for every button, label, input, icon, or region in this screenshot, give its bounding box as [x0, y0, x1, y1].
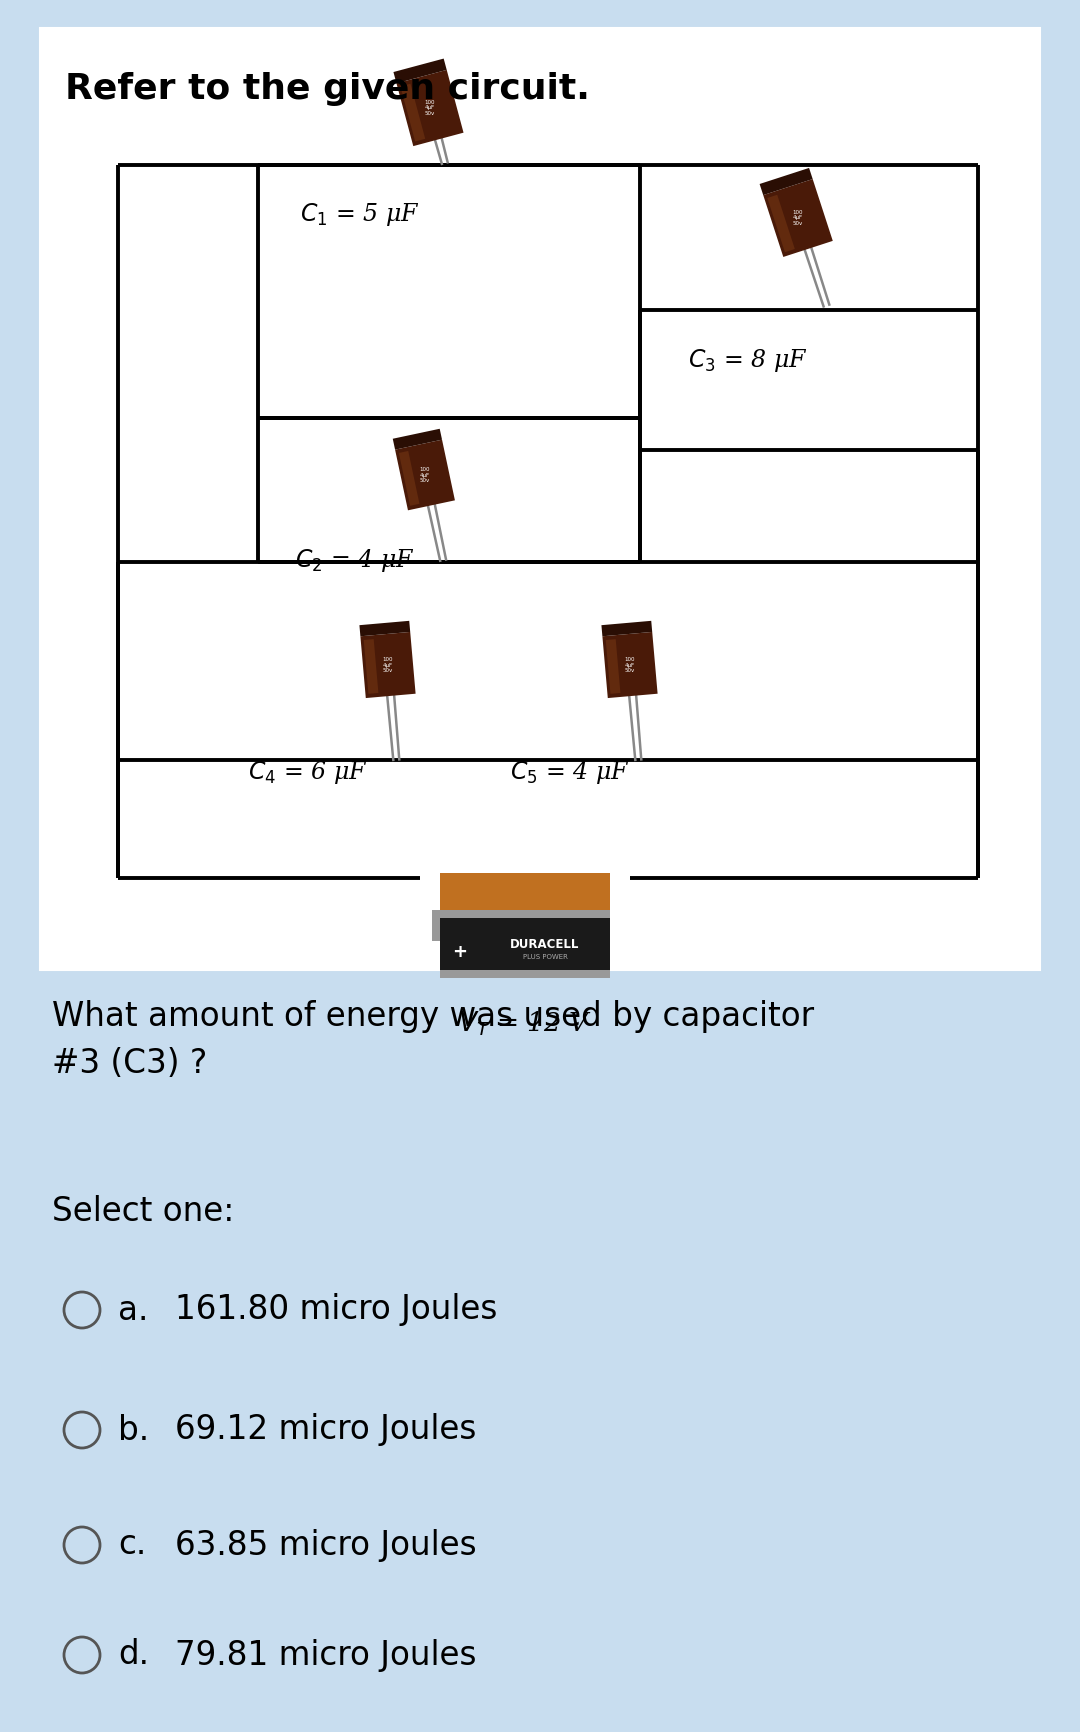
Text: 69.12 micro Joules: 69.12 micro Joules: [175, 1413, 476, 1446]
Bar: [360, 620, 410, 636]
Bar: [399, 450, 419, 506]
Text: 79.81 micro Joules: 79.81 micro Joules: [175, 1638, 476, 1671]
Text: $C_4$ = 6 μF: $C_4$ = 6 μF: [248, 759, 367, 786]
Bar: [361, 632, 416, 698]
Text: 161.80 micro Joules: 161.80 micro Joules: [175, 1294, 498, 1327]
Bar: [759, 168, 812, 196]
Text: Select one:: Select one:: [52, 1195, 234, 1228]
Bar: [603, 632, 658, 698]
Bar: [396, 69, 463, 145]
Bar: [395, 440, 455, 511]
Bar: [764, 178, 833, 256]
Text: +: +: [453, 942, 468, 961]
Bar: [393, 430, 442, 450]
Bar: [440, 909, 610, 918]
Text: PLUS POWER: PLUS POWER: [523, 954, 567, 960]
Text: $V_T$ = 12 V: $V_T$ = 12 V: [458, 1010, 592, 1039]
Text: 100
4μF
50v: 100 4μF 50v: [382, 656, 393, 674]
Text: c.: c.: [118, 1529, 146, 1562]
Text: 100
4μF
50v: 100 4μF 50v: [793, 210, 804, 227]
Bar: [364, 639, 378, 695]
Text: d.: d.: [118, 1638, 149, 1671]
Bar: [432, 909, 440, 940]
Text: $C_5$ = 4 μF: $C_5$ = 4 μF: [510, 759, 630, 786]
Bar: [440, 914, 610, 979]
Text: DURACELL: DURACELL: [511, 939, 580, 951]
Bar: [440, 873, 610, 930]
Bar: [767, 194, 795, 253]
Bar: [440, 970, 610, 979]
Text: $C_2$ = 4 μF: $C_2$ = 4 μF: [295, 547, 415, 573]
Text: a.: a.: [118, 1294, 148, 1327]
Text: 100
4μF
50v: 100 4μF 50v: [420, 466, 430, 483]
Bar: [393, 59, 447, 83]
Text: $C_1$ = 5 μF: $C_1$ = 5 μF: [300, 201, 419, 229]
Text: 100
4μF
50v: 100 4μF 50v: [424, 100, 435, 116]
Bar: [401, 83, 426, 142]
Text: $C_3$ = 8 μF: $C_3$ = 8 μF: [688, 346, 808, 374]
Text: b.: b.: [118, 1413, 149, 1446]
Text: Refer to the given circuit.: Refer to the given circuit.: [65, 73, 590, 106]
Text: 100
4μF
50v: 100 4μF 50v: [624, 656, 635, 674]
Text: 63.85 micro Joules: 63.85 micro Joules: [175, 1529, 476, 1562]
Bar: [606, 639, 620, 695]
Text: What amount of energy was used by capacitor
#3 (C3) ?: What amount of energy was used by capaci…: [52, 999, 814, 1081]
Bar: [602, 620, 652, 636]
Bar: [40, 28, 1040, 970]
